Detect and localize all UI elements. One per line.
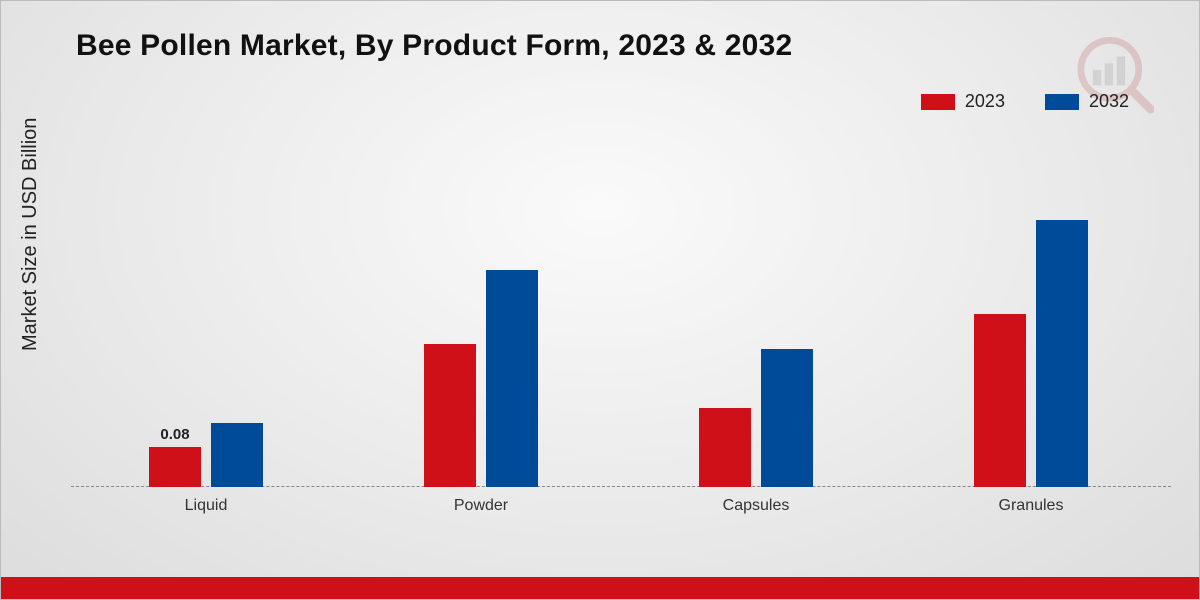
legend-label-2032: 2032 bbox=[1089, 91, 1129, 112]
bar-powder-2023 bbox=[424, 344, 476, 487]
chart-container: Bee Pollen Market, By Product Form, 2023… bbox=[0, 0, 1200, 600]
chart-legend: 2023 2032 bbox=[921, 91, 1129, 112]
y-axis-label: Market Size in USD Billion bbox=[19, 118, 42, 351]
plot-area: 0.08 Liquid Powder Capsules Granules bbox=[96, 141, 1156, 521]
legend-swatch-2032 bbox=[1045, 94, 1079, 110]
legend-label-2023: 2023 bbox=[965, 91, 1005, 112]
footer-accent-bar bbox=[1, 577, 1199, 599]
bar-capsules-2032 bbox=[761, 349, 813, 487]
bar-capsules-2023 bbox=[699, 408, 751, 487]
bar-powder-2032 bbox=[486, 270, 538, 487]
category-label-capsules: Capsules bbox=[656, 497, 856, 515]
legend-item-2032: 2032 bbox=[1045, 91, 1129, 112]
bar-granules-2032 bbox=[1036, 220, 1088, 487]
bar-granules-2023 bbox=[974, 314, 1026, 487]
chart-title: Bee Pollen Market, By Product Form, 2023… bbox=[76, 29, 792, 63]
bar-liquid-2032 bbox=[211, 423, 263, 487]
legend-swatch-2023 bbox=[921, 94, 955, 110]
category-label-powder: Powder bbox=[381, 497, 581, 515]
category-label-granules: Granules bbox=[931, 497, 1131, 515]
legend-item-2023: 2023 bbox=[921, 91, 1005, 112]
bar-liquid-2023 bbox=[149, 447, 201, 487]
category-label-liquid: Liquid bbox=[106, 497, 306, 515]
value-label-liquid-2023: 0.08 bbox=[145, 426, 205, 443]
